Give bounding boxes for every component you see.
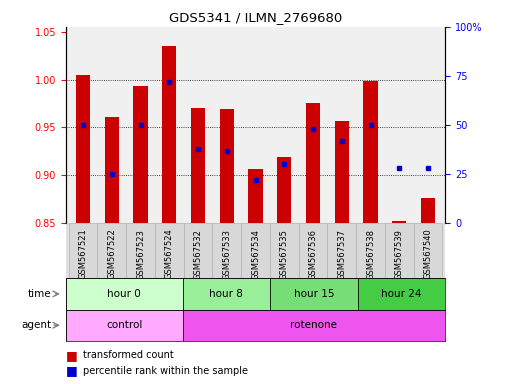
Bar — [357, 278, 444, 310]
Text: GSM567532: GSM567532 — [193, 229, 202, 280]
Text: GSM567523: GSM567523 — [136, 229, 145, 280]
Bar — [182, 278, 270, 310]
Text: GSM567534: GSM567534 — [250, 229, 260, 280]
FancyBboxPatch shape — [212, 223, 241, 278]
Bar — [66, 310, 182, 341]
FancyBboxPatch shape — [413, 223, 441, 278]
Bar — [76, 75, 90, 223]
Text: hour 24: hour 24 — [380, 289, 421, 299]
Bar — [305, 104, 320, 223]
FancyBboxPatch shape — [298, 223, 327, 278]
FancyBboxPatch shape — [155, 223, 183, 278]
FancyBboxPatch shape — [183, 223, 212, 278]
Text: GSM567537: GSM567537 — [337, 229, 345, 280]
Text: GSM567533: GSM567533 — [222, 229, 231, 280]
FancyBboxPatch shape — [356, 223, 384, 278]
Text: GSM567538: GSM567538 — [365, 229, 374, 280]
Bar — [277, 157, 291, 223]
Text: ■: ■ — [66, 349, 77, 362]
Text: agent: agent — [21, 320, 51, 330]
Text: ■: ■ — [66, 364, 77, 377]
Text: hour 15: hour 15 — [293, 289, 333, 299]
Text: percentile rank within the sample: percentile rank within the sample — [83, 366, 248, 376]
Text: GDS5341 / ILMN_2769680: GDS5341 / ILMN_2769680 — [169, 11, 341, 24]
Bar — [363, 81, 377, 223]
Text: hour 8: hour 8 — [209, 289, 243, 299]
FancyBboxPatch shape — [97, 223, 126, 278]
Text: GSM567521: GSM567521 — [78, 229, 87, 280]
Bar — [190, 108, 205, 223]
FancyBboxPatch shape — [269, 223, 298, 278]
FancyBboxPatch shape — [241, 223, 269, 278]
Text: GSM567540: GSM567540 — [423, 229, 432, 280]
Text: time: time — [27, 289, 51, 299]
Text: GSM567524: GSM567524 — [165, 229, 173, 280]
Text: GSM567522: GSM567522 — [107, 229, 116, 280]
FancyBboxPatch shape — [327, 223, 356, 278]
Bar — [219, 109, 233, 223]
Bar — [105, 117, 119, 223]
Text: rotenone: rotenone — [290, 320, 337, 330]
Text: control: control — [106, 320, 142, 330]
Bar — [182, 310, 444, 341]
Text: hour 0: hour 0 — [107, 289, 141, 299]
FancyBboxPatch shape — [126, 223, 155, 278]
Bar — [66, 278, 182, 310]
Bar — [334, 121, 348, 223]
Text: GSM567536: GSM567536 — [308, 229, 317, 280]
Bar — [162, 46, 176, 223]
FancyBboxPatch shape — [384, 223, 413, 278]
Bar — [133, 86, 147, 223]
Text: GSM567539: GSM567539 — [394, 229, 403, 280]
Text: transformed count: transformed count — [83, 350, 174, 360]
Bar — [391, 221, 406, 223]
Text: GSM567535: GSM567535 — [279, 229, 288, 280]
Bar — [270, 278, 357, 310]
Bar — [420, 198, 434, 223]
Bar — [248, 169, 262, 223]
FancyBboxPatch shape — [69, 223, 97, 278]
